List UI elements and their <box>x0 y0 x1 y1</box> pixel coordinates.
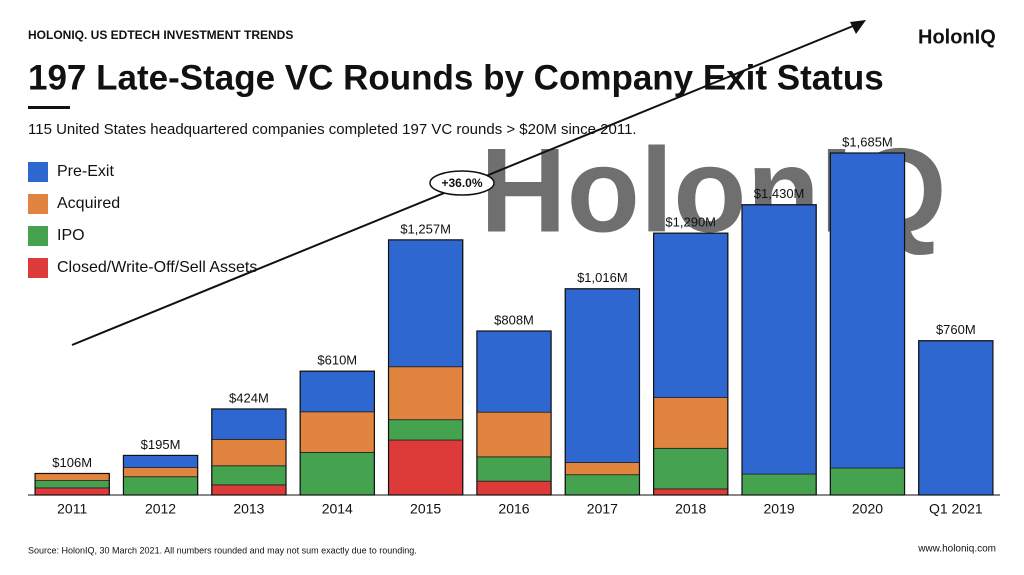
bar-segment <box>564 474 640 496</box>
logo: HolonIQ <box>918 26 996 48</box>
value-label: $1,016M <box>577 270 628 285</box>
website: www.holoniq.com <box>917 544 996 555</box>
bar-segment <box>211 465 287 486</box>
bar-segment <box>918 340 994 496</box>
legend-label: Acquired <box>57 195 120 212</box>
annotation: +36.0% <box>441 176 482 190</box>
x-tick-label: 2018 <box>675 501 706 517</box>
title-rule <box>28 106 70 109</box>
bar-segment <box>829 152 905 469</box>
bar-segment <box>388 439 464 496</box>
x-tick-label: 2011 <box>57 501 87 517</box>
value-label: $1,430M <box>754 186 805 201</box>
bar-segment <box>211 484 287 496</box>
value-label: $1,257M <box>400 221 451 236</box>
x-tick-label: 2019 <box>764 501 795 517</box>
bar-segment <box>741 204 817 475</box>
value-label: $195M <box>141 437 181 452</box>
value-label: $610M <box>317 353 357 368</box>
x-tick-label: 2016 <box>498 501 529 517</box>
bar-segment <box>34 487 110 496</box>
bar-segment <box>34 473 110 481</box>
bar-segment <box>476 411 552 458</box>
bar-segment <box>388 239 464 368</box>
bar-segment <box>123 455 199 468</box>
x-tick-label: 2013 <box>233 501 264 517</box>
legend-label: Pre-Exit <box>57 163 114 180</box>
bar-segment <box>211 438 287 467</box>
value-label: $1,685M <box>842 134 893 149</box>
bar-segment <box>388 419 464 441</box>
bar-segment <box>476 330 552 413</box>
bar-segment <box>829 467 905 496</box>
x-tick-label: 2017 <box>587 501 618 517</box>
value-label: $106M <box>52 455 92 470</box>
bar-segment <box>564 288 640 463</box>
bar-segment <box>299 451 375 496</box>
subtitle: 115 United States headquartered companie… <box>28 121 637 138</box>
bar-segment <box>299 370 375 413</box>
legend-swatch <box>28 226 48 246</box>
x-tick-label: 2012 <box>145 501 176 517</box>
bar-segment <box>476 456 552 482</box>
legend-swatch <box>28 162 48 182</box>
value-label: $424M <box>229 390 269 405</box>
bar-segment <box>299 411 375 453</box>
value-label: $1,290M <box>665 215 716 230</box>
bar-segment <box>653 447 729 490</box>
bar-segment <box>653 397 729 449</box>
x-tick-label: Q1 2021 <box>929 501 983 517</box>
legend-swatch <box>28 194 48 214</box>
bar-segment <box>123 467 199 478</box>
bar-segment <box>653 232 729 398</box>
value-label: $808M <box>494 312 534 327</box>
legend-label: Closed/Write-Off/Sell Assets <box>57 259 257 276</box>
legend-label: IPO <box>57 227 85 244</box>
bar-segment <box>211 408 287 440</box>
header: HOLONIQ. US EDTECH INVESTMENT TRENDS <box>28 28 293 42</box>
x-tick-label: 2014 <box>322 501 353 517</box>
legend-swatch <box>28 258 48 278</box>
trend-arrow <box>850 20 866 34</box>
bar-segment <box>123 476 199 496</box>
x-tick-label: 2020 <box>852 501 883 517</box>
value-label: $760M <box>936 322 976 337</box>
bar-segment <box>564 462 640 476</box>
bar-segment <box>476 480 552 496</box>
bar-segment <box>653 488 729 496</box>
bar-segment <box>741 473 817 496</box>
source: Source: HolonIQ, 30 March 2021. All numb… <box>28 545 417 555</box>
bar-segment <box>34 480 110 489</box>
chart-title: 197 Late-Stage VC Rounds by Company Exit… <box>28 58 884 97</box>
bar-segment <box>388 366 464 421</box>
x-tick-label: 2015 <box>410 501 441 517</box>
annotation-bubble <box>429 170 495 196</box>
